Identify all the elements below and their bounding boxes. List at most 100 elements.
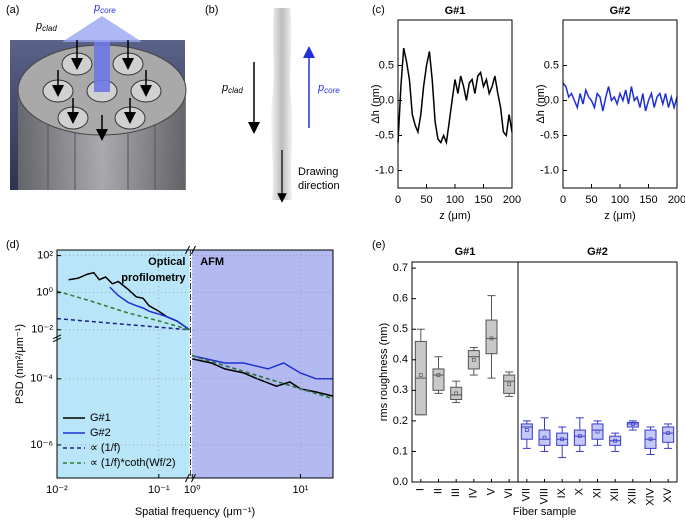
panel-label: (b) — [205, 4, 218, 16]
drawing-label: direction — [298, 180, 340, 192]
x-tick-label: X — [574, 487, 586, 495]
y-tick-label: 0.0 — [393, 476, 408, 488]
y-tick-label: 0.0 — [379, 94, 394, 106]
y-tick-label: 0.3 — [393, 384, 408, 396]
x-tick-label: 0 — [560, 194, 566, 206]
x-axis-label: Fiber sample — [513, 506, 577, 518]
series-line — [109, 286, 333, 380]
x-tick-label: VIII — [538, 488, 550, 505]
y-tick-label: 0.4 — [393, 354, 408, 366]
p-core-label: pcore — [317, 82, 340, 95]
y-tick-label: 0.5 — [544, 59, 559, 71]
core-arrow — [62, 16, 142, 42]
box — [503, 374, 516, 394]
symbol: p — [93, 2, 100, 14]
x-tick-label: VI — [503, 488, 515, 498]
mean — [524, 428, 529, 432]
x-tick-label: 200 — [503, 194, 521, 206]
x-tick-label: II — [432, 488, 444, 494]
y-tick-label: 0.2 — [393, 415, 408, 427]
break-mark — [185, 245, 196, 255]
y-tick-label: 0.7 — [393, 262, 408, 274]
x-tick-label: V — [485, 487, 497, 495]
subscript: clad — [42, 24, 57, 33]
fiber — [271, 8, 293, 200]
mean — [560, 437, 565, 442]
legend-label: G#1 — [90, 412, 111, 424]
x-tick-label: 10⁻¹ — [148, 484, 170, 496]
mean — [471, 357, 476, 362]
region — [57, 250, 190, 478]
p-clad-label: pclad — [221, 82, 243, 95]
series-line — [397, 47, 513, 146]
x-tick-label: XII — [609, 488, 621, 501]
mean — [507, 382, 512, 387]
x-tick-label: 200 — [668, 194, 685, 206]
region — [192, 250, 333, 478]
x-tick-label: 150 — [474, 194, 492, 206]
p-clad-label: pclad — [35, 20, 57, 33]
plot-frame — [397, 19, 513, 189]
legend-label: G#2 — [90, 427, 111, 439]
break-mark — [185, 473, 196, 483]
x-tick-label: 50 — [420, 194, 432, 206]
subscript: core — [100, 6, 116, 15]
symbol: p — [317, 82, 324, 94]
mean — [489, 336, 494, 341]
y-tick-label: -1.0 — [375, 164, 394, 176]
x-tick-label: III — [450, 488, 462, 497]
x-tick-label: IV — [468, 487, 480, 498]
panel-label: (e) — [372, 239, 385, 251]
y-tick-label: 0.1 — [393, 445, 408, 457]
y-tick-label: 0.5 — [393, 323, 408, 335]
legend-label: ∝ (1/f)*coth(Wf/2) — [90, 457, 175, 469]
y-tick-label: 10⁻⁴ — [30, 373, 53, 385]
mean — [436, 373, 441, 377]
x-axis-label: z (μm) — [604, 210, 635, 222]
mean — [666, 431, 671, 435]
subscript: core — [324, 86, 340, 95]
region-label: profilometry — [121, 272, 186, 284]
mean — [418, 373, 423, 377]
box — [591, 423, 604, 440]
subscript: clad — [228, 86, 243, 95]
mean — [454, 391, 459, 396]
mean — [613, 438, 618, 443]
mean — [630, 422, 635, 426]
y-axis-label: Δh (nm) — [370, 84, 382, 123]
box — [450, 386, 463, 400]
x-tick-label: 100 — [611, 194, 629, 206]
x-tick-label: I — [415, 488, 427, 491]
region-label: AFM — [200, 256, 224, 268]
y-tick-label: 10² — [37, 249, 53, 261]
panel-label: (d) — [6, 239, 19, 251]
box — [626, 421, 639, 428]
x-tick-label: XIV — [644, 487, 656, 505]
y-axis-label: Δh (nm) — [535, 84, 547, 123]
series-line — [56, 290, 334, 400]
y-tick-label: 0.5 — [379, 59, 394, 71]
x-tick-label: 150 — [639, 194, 657, 206]
plot-frame — [56, 249, 334, 479]
capillary-edge — [47, 120, 156, 190]
legend-label: ∝ (1/f) — [90, 442, 120, 454]
mean — [648, 437, 653, 442]
break-mark — [52, 334, 62, 343]
holes — [42, 52, 162, 130]
mean — [542, 435, 547, 440]
y-tick-label: 0.6 — [393, 293, 408, 305]
y-tick-label: -0.5 — [375, 129, 394, 141]
y-tick-label: -0.5 — [540, 129, 559, 141]
x-tick-label: XV — [662, 487, 674, 502]
clad-arrows — [52, 40, 152, 141]
x-tick-label: 50 — [585, 194, 597, 206]
box — [467, 350, 480, 370]
mean — [577, 434, 582, 439]
x-tick-label: 10⁰ — [184, 484, 201, 496]
y-tick-label: -1.0 — [540, 164, 559, 176]
x-tick-label: XI — [591, 488, 603, 498]
x-tick-label: VII — [521, 488, 533, 501]
region-label: Optical — [148, 256, 185, 268]
core-flow — [94, 40, 110, 92]
